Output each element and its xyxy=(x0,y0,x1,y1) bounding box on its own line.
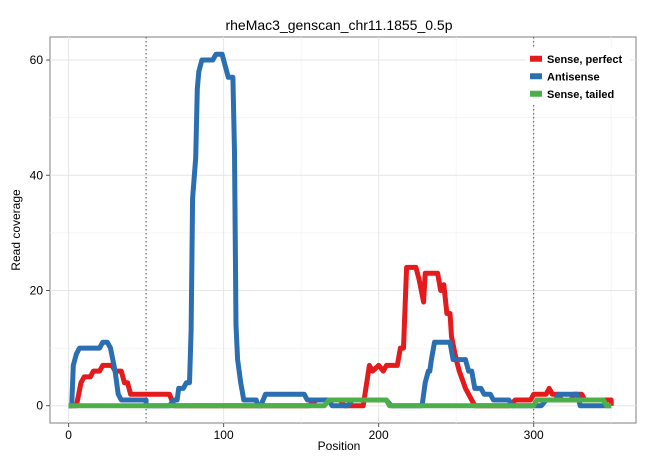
legend-label: Antisense xyxy=(547,71,600,83)
chart-title: rheMac3_genscan_chr11.1855_0.5p xyxy=(225,17,452,33)
x-tick-label: 200 xyxy=(369,428,389,442)
legend: Sense, perfect Antisense Sense, tailed xyxy=(526,48,630,105)
y-axis-label: Read coverage xyxy=(9,189,23,271)
x-tick-label: 100 xyxy=(214,428,234,442)
legend-label: Sense, perfect xyxy=(547,54,623,66)
y-tick-label: 60 xyxy=(30,53,44,67)
legend-swatch xyxy=(530,90,542,97)
x-tick-label: 0 xyxy=(65,428,72,442)
legend-label: Sense, tailed xyxy=(547,89,614,101)
series-line xyxy=(68,51,612,409)
y-tick-label: 0 xyxy=(36,399,43,413)
x-axis-ticks: 0 100 200 300 xyxy=(65,423,544,442)
legend-swatch xyxy=(530,55,542,62)
legend-box xyxy=(526,48,630,105)
series-line xyxy=(68,397,612,409)
series-line xyxy=(68,264,614,409)
x-axis-label: Position xyxy=(318,439,361,453)
y-tick-label: 20 xyxy=(30,283,44,297)
series-lines xyxy=(68,51,614,409)
y-axis-ticks: 0 20 40 60 xyxy=(30,53,50,413)
x-tick-label: 300 xyxy=(524,428,544,442)
y-tick-label: 40 xyxy=(30,168,44,182)
legend-swatch xyxy=(530,73,542,80)
